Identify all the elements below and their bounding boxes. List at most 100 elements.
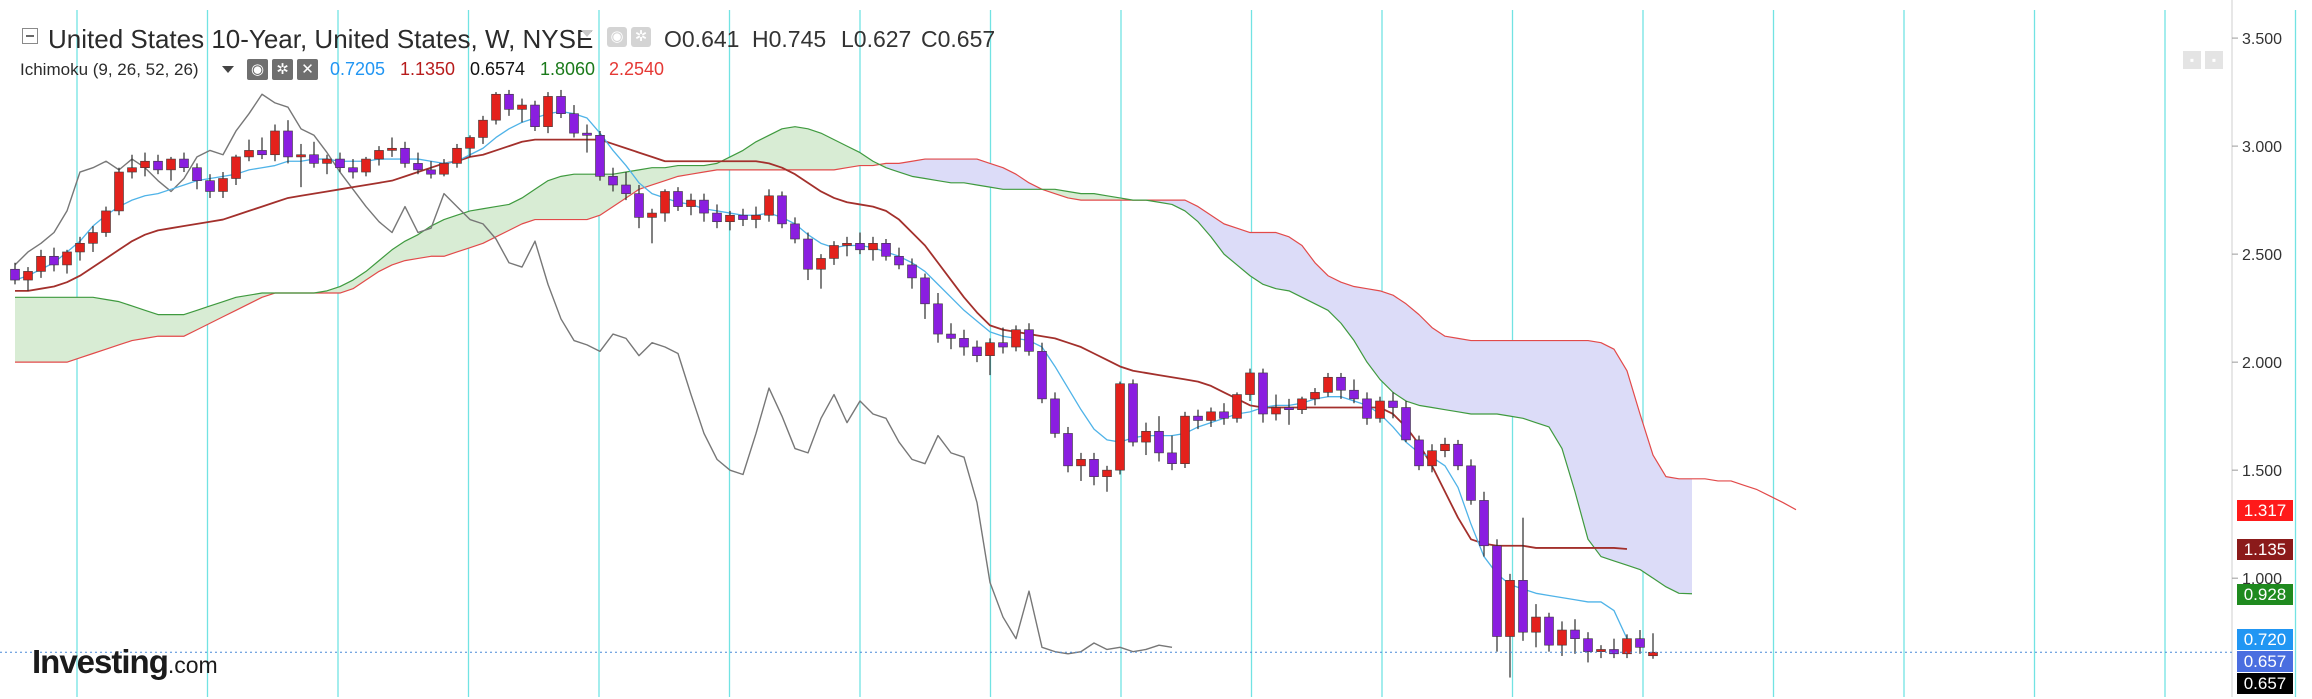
kumo-cloud-segment [1224, 223, 1237, 265]
kumo-cloud-segment [145, 310, 158, 339]
kumo-cloud-segment [93, 297, 106, 354]
candle-body [829, 245, 839, 259]
candle-body [231, 156, 241, 179]
kumo-cloud-segment [496, 204, 509, 237]
kumo-cloud-segment [652, 167, 665, 185]
kumo-cloud-segment [1289, 236, 1302, 298]
candle-body [699, 199, 709, 214]
candle-body [894, 255, 904, 266]
kumo-cloud-segment [1510, 340, 1523, 419]
candle-body [1349, 389, 1359, 400]
candle-body [1154, 430, 1164, 454]
chart-title[interactable]: United States 10-Year, United States, W,… [48, 24, 594, 54]
candle-body [647, 212, 657, 218]
kumo-cloud-segment [509, 197, 522, 231]
candle-body [1297, 398, 1307, 410]
candle-body [972, 346, 982, 356]
kumo-cloud-segment [1562, 340, 1575, 492]
kumo-cloud-segment [1380, 290, 1393, 393]
kumo-cloud-segment [535, 180, 548, 220]
kumo-cloud-segment [392, 241, 405, 265]
kumo-cloud-segment [860, 152, 873, 166]
close-icon[interactable]: ✕ [297, 59, 318, 80]
candle-body [335, 158, 345, 169]
price-badge: 1.135 [2237, 539, 2293, 560]
candle-body [907, 264, 917, 279]
candle-body [1557, 629, 1567, 646]
candle-body [738, 214, 748, 220]
candle-body [36, 255, 46, 272]
candle-body [920, 277, 930, 305]
chevron-down-icon[interactable] [581, 30, 593, 37]
kumo-cloud-segment [561, 174, 574, 220]
tenkan-sen-line [14, 110, 1628, 639]
candle-body [790, 223, 800, 240]
y-axis-tick-label: 2.500 [2242, 247, 2282, 264]
candle-body [1336, 376, 1346, 391]
kumo-cloud-segment [1640, 413, 1653, 579]
maximize-icon[interactable]: ▪ [2205, 51, 2223, 69]
senkou-span-a-line [15, 126, 1693, 595]
candle-body [439, 163, 449, 175]
gear-icon[interactable]: ✲ [272, 59, 293, 80]
candle-body [595, 135, 605, 177]
eye-icon[interactable]: ◉ [607, 27, 627, 47]
open-value: O0.641 [664, 26, 740, 52]
senkou-b-value: 2.2540 [609, 59, 665, 79]
candle-body [153, 160, 163, 171]
kumo-cloud-segment [431, 219, 444, 257]
candle-body [1167, 452, 1177, 464]
chevron-down-icon[interactable] [222, 66, 234, 73]
candle-body [1375, 400, 1385, 419]
candle-body [1505, 580, 1515, 637]
candle-body [686, 199, 696, 207]
candle-body [1492, 545, 1502, 637]
senkou-span-b-line [15, 158, 1797, 511]
kumo-cloud-segment [834, 139, 847, 170]
candle-body [751, 214, 761, 220]
senkou-a-value: 1.8060 [540, 59, 596, 79]
indicator-label[interactable]: Ichimoku (9, 26, 52, 26) [20, 60, 199, 79]
candle-body [1570, 629, 1580, 639]
candle-body [387, 147, 397, 151]
candle-body [1050, 398, 1060, 434]
candle-body [1245, 372, 1255, 395]
gear-icon[interactable]: ✲ [631, 27, 651, 47]
low-value: L0.627 [841, 26, 912, 52]
candle-body [465, 137, 475, 149]
candle-body [75, 243, 85, 253]
kumo-cloud-segment [106, 299, 119, 350]
kumo-cloud-segment [132, 305, 145, 341]
tenkan-value: 0.7205 [330, 59, 386, 79]
candle-body [985, 342, 995, 356]
candle-body [1219, 411, 1229, 419]
candle-body [1440, 443, 1450, 452]
candle-body [660, 191, 670, 214]
kumo-cloud-segment [717, 156, 730, 170]
price-badge: 0.928 [2237, 583, 2293, 605]
candle-body [10, 268, 20, 281]
price-badge: 0.720 [2237, 628, 2293, 650]
kumo-cloud-segment [1250, 232, 1263, 285]
kumo-cloud-segment [769, 128, 782, 170]
candle-body [322, 158, 332, 164]
price-badge: 0.657 [2237, 672, 2293, 694]
eye-icon[interactable]: ◉ [247, 59, 268, 80]
candle-body [1102, 469, 1112, 477]
candle-body [205, 180, 215, 192]
minimize-icon[interactable]: ▪ [2183, 51, 2201, 69]
candle-body [166, 158, 176, 171]
candle-body [1232, 394, 1242, 419]
kumo-cloud-segment [1016, 174, 1029, 190]
collapse-icon[interactable] [22, 28, 38, 44]
candle-body [855, 243, 865, 251]
kumo-cloud-segment [795, 126, 808, 170]
y-axis-tick-label: 3.500 [2242, 31, 2282, 48]
candle-body [361, 158, 371, 173]
price-badge: 0.657 [2237, 650, 2293, 672]
close-value: C0.657 [921, 26, 996, 52]
candle-body [1583, 638, 1593, 652]
y-axis-tick-label: 1.500 [2242, 463, 2282, 480]
kumo-cloud-segment [912, 159, 925, 179]
